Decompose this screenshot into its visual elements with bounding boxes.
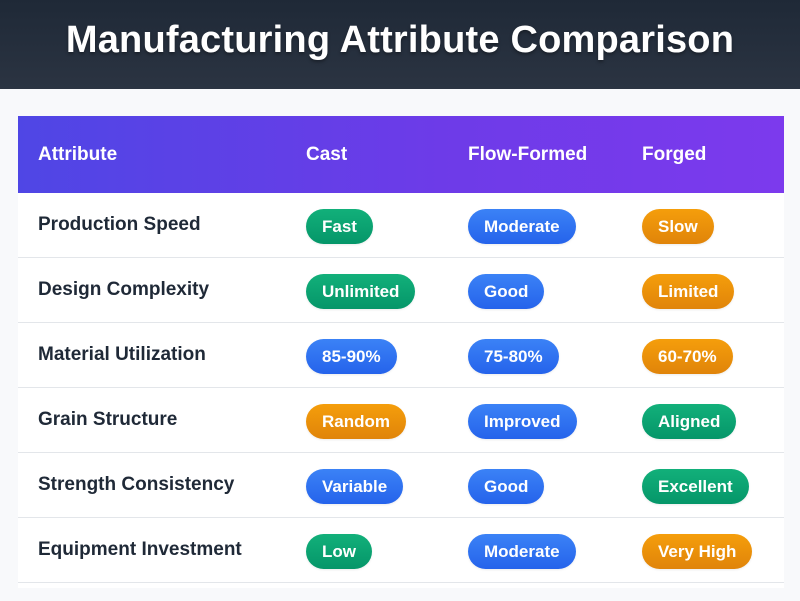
row-attribute-label: Equipment Investment xyxy=(38,539,242,560)
flow-formed-value-badge: Good xyxy=(468,274,545,309)
flow-formed-value-badge: Moderate xyxy=(468,534,576,569)
table-row: Grain Structure Random Improved Aligned xyxy=(18,388,784,453)
flow-formed-value-badge: Good xyxy=(468,469,545,504)
row-attribute-label: Material Utilization xyxy=(38,344,206,365)
column-header-cast: Cast xyxy=(306,144,348,165)
column-header-forged: Forged xyxy=(642,144,707,165)
table-row: Production Speed Fast Moderate Slow xyxy=(18,193,784,258)
comparison-table: Attribute Cast Flow-Formed Forged Produc… xyxy=(18,116,784,588)
table-row: Material Utilization 85-90% 75-80% 60-70… xyxy=(18,323,784,388)
cast-value-badge: Variable xyxy=(306,469,404,504)
forged-value-badge: Slow xyxy=(642,209,714,244)
table-row: Strength Consistency Variable Good Excel… xyxy=(18,453,784,518)
forged-value-badge: 60-70% xyxy=(642,339,733,374)
row-attribute-label: Strength Consistency xyxy=(38,474,235,495)
cast-value-badge: 85-90% xyxy=(306,339,397,374)
column-header-flow-formed: Flow-Formed xyxy=(468,144,588,165)
forged-value-badge: Excellent xyxy=(642,469,749,504)
table-row: Equipment Investment Low Moderate Very H… xyxy=(18,518,784,583)
flow-formed-value-badge: Moderate xyxy=(468,209,576,244)
row-attribute-label: Grain Structure xyxy=(38,409,178,430)
flow-formed-value-badge: Improved xyxy=(468,404,577,439)
cast-value-badge: Fast xyxy=(306,209,373,244)
forged-value-badge: Limited xyxy=(642,274,735,309)
table-row: Design Complexity Unlimited Good Limited xyxy=(18,258,784,323)
forged-value-badge: Very High xyxy=(642,534,753,569)
cast-value-badge: Low xyxy=(306,534,372,569)
table-header-row: Attribute Cast Flow-Formed Forged xyxy=(18,116,784,193)
forged-value-badge: Aligned xyxy=(642,404,737,439)
row-attribute-label: Production Speed xyxy=(38,214,201,235)
row-attribute-label: Design Complexity xyxy=(38,279,210,300)
page-header: Manufacturing Attribute Comparison xyxy=(0,0,800,89)
cast-value-badge: Random xyxy=(306,404,406,439)
page-title: Manufacturing Attribute Comparison xyxy=(65,19,735,61)
column-header-attribute: Attribute xyxy=(38,144,118,165)
flow-formed-value-badge: 75-80% xyxy=(468,339,559,374)
cast-value-badge: Unlimited xyxy=(306,274,416,309)
